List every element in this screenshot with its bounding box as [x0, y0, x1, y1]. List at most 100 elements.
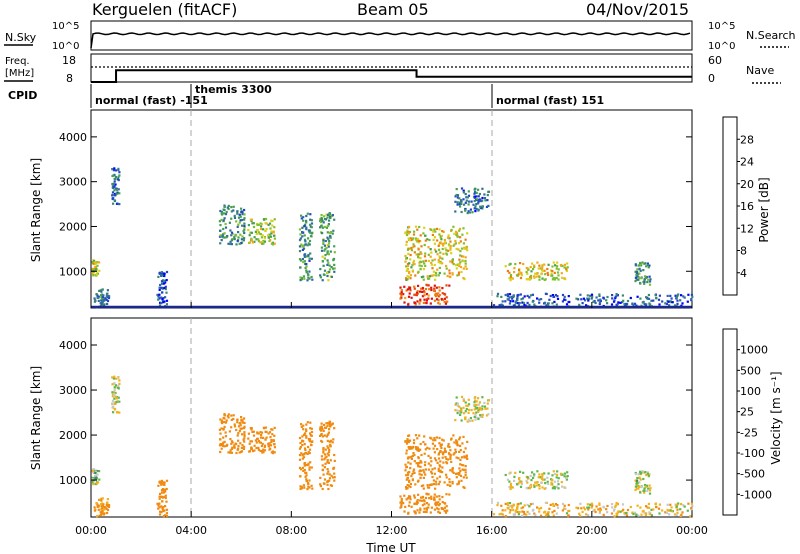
power-point	[544, 292, 547, 295]
velocity-point	[485, 414, 489, 417]
power-point	[475, 195, 478, 198]
power-point	[455, 233, 458, 236]
velocity-point	[267, 432, 270, 435]
velocity-point	[632, 513, 635, 516]
velocity-point	[433, 498, 436, 501]
velocity-point	[111, 399, 115, 402]
power-point	[225, 236, 228, 239]
velocity-point	[466, 404, 469, 407]
power-point	[118, 192, 121, 195]
velocity-point	[308, 440, 312, 443]
velocity-point	[411, 472, 414, 476]
velocity-point	[462, 485, 465, 489]
velocity-point	[428, 497, 431, 500]
velocity-point	[235, 451, 238, 455]
power-point	[543, 278, 546, 281]
velocity-colorbar-tick-label: 500	[740, 364, 761, 377]
velocity-point	[320, 433, 323, 436]
velocity-point	[405, 466, 408, 469]
velocity-point	[544, 482, 547, 485]
power-point	[637, 278, 640, 281]
velocity-point	[161, 500, 164, 503]
power-point	[645, 303, 648, 306]
power-point	[328, 270, 331, 273]
power-point	[299, 237, 302, 240]
power-point	[648, 302, 651, 305]
velocity-point	[406, 438, 409, 441]
velocity-point	[561, 502, 565, 505]
velocity-point	[513, 475, 516, 478]
power-point	[509, 275, 512, 278]
velocity-point	[675, 505, 678, 508]
velocity-point	[414, 510, 417, 513]
velocity-point	[462, 476, 465, 479]
power-point	[419, 234, 422, 237]
velocity-point	[466, 420, 469, 423]
velocity-point	[442, 461, 445, 464]
velocity-point	[533, 473, 536, 476]
power-point	[578, 303, 581, 306]
velocity-point	[327, 431, 330, 434]
power-point	[412, 243, 415, 246]
velocity-point	[414, 483, 417, 486]
velocity-point	[108, 504, 111, 507]
power-point	[455, 264, 458, 267]
power-point	[643, 282, 646, 285]
power-point	[111, 168, 114, 171]
power-point	[157, 298, 160, 301]
power-point	[265, 227, 268, 231]
power-point	[320, 214, 323, 217]
power-point	[399, 286, 402, 289]
power-point	[531, 293, 534, 296]
power-point	[252, 222, 255, 225]
power-point	[669, 294, 672, 297]
power-point	[547, 263, 550, 266]
power-point	[461, 233, 464, 236]
power-point	[556, 295, 559, 298]
power-point	[253, 236, 256, 239]
velocity-point	[164, 496, 167, 500]
power-point	[657, 298, 661, 301]
power-point	[306, 212, 309, 215]
power-point	[164, 288, 167, 291]
power-point	[165, 303, 168, 306]
velocity-point	[560, 481, 563, 484]
power-point	[525, 304, 528, 307]
velocity-point	[409, 498, 412, 501]
power-point	[447, 236, 450, 239]
velocity-point	[538, 473, 541, 476]
velocity-point	[457, 472, 460, 475]
velocity-point	[257, 439, 260, 443]
velocity-point	[298, 454, 302, 457]
cpid-row: CPID normal (fast) -151 themis 3300 norm…	[8, 83, 604, 108]
velocity-point	[477, 397, 480, 400]
velocity-point	[444, 450, 447, 453]
power-point	[407, 237, 410, 240]
power-point	[422, 232, 425, 235]
power-point	[644, 276, 647, 279]
velocity-point	[409, 445, 412, 449]
power-point	[542, 269, 545, 272]
power-point	[485, 205, 489, 208]
velocity-point	[528, 486, 531, 489]
power-point	[439, 251, 442, 254]
power-point	[442, 244, 445, 247]
power-point	[420, 287, 423, 290]
velocity-point	[96, 481, 100, 484]
power-point	[420, 260, 423, 264]
velocity-point	[321, 435, 324, 438]
power-point	[645, 265, 648, 268]
velocity-point	[516, 505, 519, 508]
velocity-point	[426, 493, 429, 496]
velocity-point	[647, 502, 650, 505]
power-point	[328, 232, 331, 235]
velocity-point	[540, 514, 543, 517]
power-point	[433, 299, 436, 302]
velocity-point	[114, 384, 117, 387]
velocity-point	[302, 469, 305, 472]
power-point	[240, 210, 243, 214]
velocity-point	[425, 508, 428, 511]
velocity-point	[559, 472, 562, 475]
velocity-point	[267, 442, 270, 445]
velocity-point	[473, 415, 476, 418]
